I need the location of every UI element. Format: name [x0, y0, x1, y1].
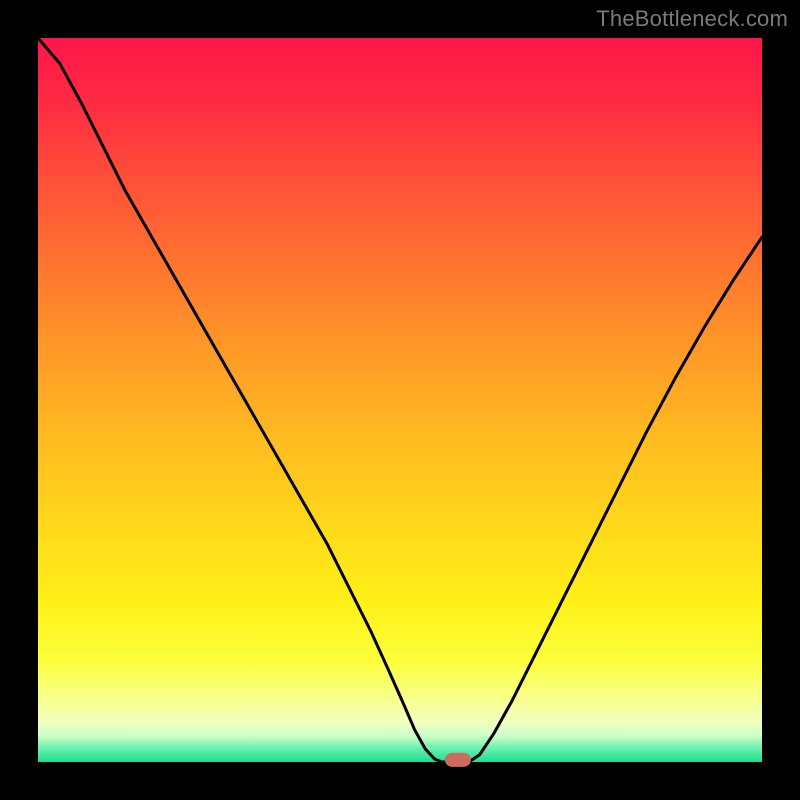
bottleneck-chart: [0, 0, 800, 800]
chart-plot-area: [38, 38, 762, 762]
optimal-marker: [445, 753, 471, 767]
chart-frame: TheBottleneck.com: [0, 0, 800, 800]
watermark-text: TheBottleneck.com: [596, 6, 788, 32]
